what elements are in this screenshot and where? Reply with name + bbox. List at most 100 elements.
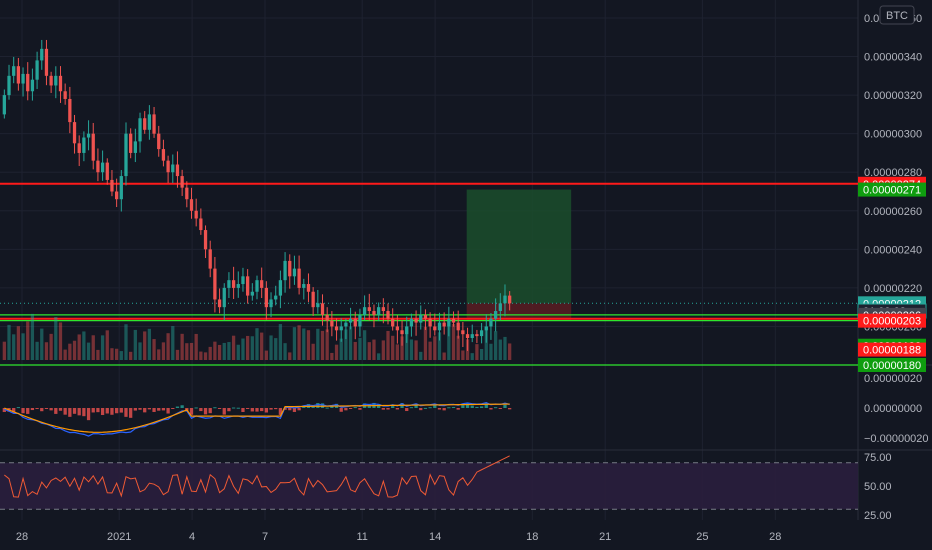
volume-bar <box>68 343 72 360</box>
price-tag[interactable] <box>858 342 926 357</box>
macd-histogram-bar <box>433 404 437 408</box>
macd-histogram-bar <box>264 408 268 413</box>
candle-body <box>409 318 414 327</box>
volume-bar <box>479 348 484 360</box>
candle-body <box>330 320 334 327</box>
macd-histogram-bar <box>105 408 109 414</box>
volume-bar <box>86 342 91 360</box>
macd-histogram-bar <box>278 408 283 415</box>
candle-body <box>489 318 493 327</box>
macd-histogram-bar <box>246 408 250 409</box>
candle-body <box>213 268 217 300</box>
macd-histogram-bar <box>489 408 493 410</box>
macd-histogram-bar <box>325 407 329 409</box>
horizontal-levels[interactable] <box>0 182 858 366</box>
macd-histogram-bar <box>475 406 479 408</box>
price-candles <box>2 39 512 351</box>
candle-body <box>288 260 292 277</box>
volume-bars <box>2 313 512 360</box>
candle-body <box>395 326 400 331</box>
symbol-badge[interactable]: BTC <box>879 5 915 25</box>
price-tag[interactable] <box>858 313 926 328</box>
volume-bar <box>124 324 128 360</box>
volume-bar <box>26 321 30 360</box>
volume-bar <box>330 352 334 360</box>
macd-histogram-bar <box>447 407 451 409</box>
macd-histogram-bar <box>348 408 353 409</box>
volume-bar <box>306 330 311 360</box>
volume-bar <box>40 328 44 360</box>
volume-bar <box>143 331 147 360</box>
candle-body <box>437 322 442 331</box>
rsi-line <box>4 455 510 498</box>
candle-body <box>30 79 35 92</box>
volume-bar <box>91 335 95 360</box>
candle-body <box>227 280 231 288</box>
candle-body <box>49 75 53 86</box>
volume-bar <box>222 342 226 360</box>
volume-bar <box>498 339 502 360</box>
candle-body <box>171 164 175 173</box>
time-tick-label: 4 <box>189 531 195 543</box>
macd-histogram-bar <box>353 407 357 409</box>
stop-zone[interactable] <box>466 303 572 321</box>
candle-body <box>194 210 198 219</box>
candle-body <box>236 284 240 288</box>
macd-histogram-bar <box>241 408 245 412</box>
volume-bar <box>147 328 152 360</box>
target-zone[interactable] <box>466 189 572 304</box>
macd-histogram-bar <box>222 408 226 415</box>
macd-histogram-bar <box>161 408 166 411</box>
volume-bar <box>217 344 222 360</box>
candle-body <box>475 334 479 337</box>
volume-bar <box>180 333 184 360</box>
candle-body <box>12 66 16 76</box>
volume-bar <box>503 336 507 360</box>
candle-body <box>274 295 278 300</box>
price-tag[interactable] <box>858 358 926 372</box>
macd-histogram-bar <box>12 408 16 413</box>
macd-histogram-bar <box>288 408 292 411</box>
volume-bar <box>400 336 404 360</box>
time-axis[interactable]: 28 2021 4 7 11 14 18 21 25 28 <box>16 531 782 543</box>
candle-body <box>2 95 6 115</box>
volume-bar <box>470 353 474 360</box>
volume-bar <box>391 335 395 360</box>
price-tag-label: 0.00000180 <box>863 360 921 372</box>
volume-bar <box>409 339 414 360</box>
macd-histogram-bar <box>189 408 194 415</box>
volume-bar <box>189 342 194 360</box>
volume-bar <box>114 348 119 360</box>
macd-histogram-bar <box>58 408 63 411</box>
price-tag[interactable] <box>858 182 926 197</box>
candle-body <box>143 118 147 130</box>
volume-bar <box>344 329 348 360</box>
price-axis[interactable]: 0.000003600.000003400.000003200.00000300… <box>857 13 929 522</box>
volume-bar <box>447 326 451 360</box>
candle-body <box>16 66 21 84</box>
macd-histogram-bar <box>63 408 67 415</box>
candle-body <box>428 318 432 327</box>
macd-histogram-bar <box>194 407 198 409</box>
macd-histogram-bar <box>451 406 456 408</box>
time-tick-label: 28 <box>16 531 28 543</box>
macd-histogram-bar <box>255 408 259 412</box>
candle-body <box>372 311 376 315</box>
rsi-pane <box>0 455 858 510</box>
candle-body <box>344 322 348 327</box>
price-tick-label: 0.00000240 <box>864 244 922 256</box>
macd-tick-label: −0.00000020 <box>864 433 929 445</box>
macd-histogram-bar <box>68 408 72 417</box>
time-tick-label: 11 <box>356 531 367 543</box>
candle-body <box>493 311 498 319</box>
macd-histogram-bar <box>274 408 278 410</box>
volume-bar <box>316 328 320 360</box>
rsi-band <box>0 462 858 510</box>
volume-bar <box>119 351 123 360</box>
candle-body <box>269 299 273 308</box>
macd-histogram-bar <box>260 408 264 412</box>
price-tick-label: 0.00000340 <box>864 52 922 64</box>
candle-body <box>68 98 72 123</box>
volume-bar <box>255 328 259 360</box>
